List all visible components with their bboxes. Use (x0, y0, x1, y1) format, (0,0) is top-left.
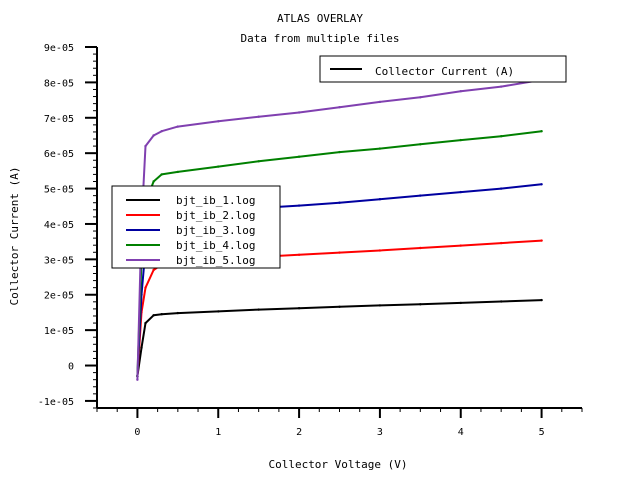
legend-label-3: bjt_ib_3.log (176, 224, 255, 237)
legend-label-1: bjt_ib_1.log (176, 194, 255, 207)
series-1-point (257, 308, 260, 311)
series-5-point (160, 130, 163, 133)
series-4-point (152, 180, 155, 183)
series-2-point (459, 244, 462, 247)
x-axis-label: Collector Voltage (V) (268, 458, 407, 471)
series-1-point (140, 346, 143, 349)
x-tick-label: 2 (296, 427, 302, 438)
x-tick-label: 0 (134, 427, 140, 438)
legend-top: Collector Current (A) (319, 55, 567, 83)
chart-subtitle: Data from multiple files (241, 32, 400, 45)
series-4-point (297, 155, 301, 158)
y-tick-label: 6e-05 (44, 149, 74, 160)
series-3-point (419, 194, 422, 197)
series-5-point (419, 96, 422, 99)
series-2-point (338, 251, 341, 254)
legend-top-label: Collector Current (A) (375, 65, 514, 78)
series-2-point (378, 249, 382, 252)
series-5-point (297, 111, 301, 114)
series-2-point (419, 246, 422, 250)
series-1-point (540, 298, 543, 302)
series-4-point (217, 165, 220, 168)
series-5-point (152, 134, 155, 137)
series-3-point (459, 190, 462, 194)
series-2-point (540, 239, 543, 242)
series-2-point (297, 253, 301, 256)
x-tick-label: 1 (215, 427, 221, 438)
series-5-point (257, 115, 260, 118)
series-2-point (144, 286, 147, 289)
series-4-point (540, 130, 543, 133)
x-tick-label: 5 (539, 427, 545, 438)
series-4-point (338, 150, 341, 154)
series-1-point (419, 303, 422, 306)
series-4-point (257, 160, 260, 163)
series-1-point (459, 301, 462, 305)
series-3-point (500, 187, 503, 190)
series-3-point (378, 198, 382, 201)
series-1-point (152, 314, 155, 317)
series-4-point (160, 173, 163, 176)
legend-label-5: bjt_ib_5.log (176, 254, 255, 267)
chart-title: ATLAS OVERLAY (277, 12, 363, 25)
y-tick-label: -1e-05 (38, 397, 74, 408)
y-tick-label: 9e-05 (44, 43, 74, 54)
series-1-point (160, 313, 163, 316)
series-3-point (297, 204, 301, 207)
legend-label-2: bjt_ib_2.log (176, 209, 255, 222)
series-1-point (338, 305, 341, 308)
series-4-point (176, 170, 179, 174)
series-3-point (338, 201, 341, 204)
series-4-point (378, 147, 382, 150)
y-axis-label: Collector Current (A) (8, 166, 21, 305)
series-4-point (459, 138, 462, 142)
series-5-point (176, 125, 179, 128)
series-1-point (144, 321, 147, 325)
series-5-point (217, 120, 220, 123)
series-5-point (144, 144, 147, 148)
series-5-point (500, 85, 503, 88)
x-tick-label: 4 (458, 427, 464, 438)
y-tick-label: 5e-05 (44, 185, 74, 196)
series-4-point (419, 143, 422, 146)
series-1-point (500, 300, 503, 303)
y-tick-label: 2e-05 (44, 291, 74, 302)
series-2-point (500, 241, 503, 245)
y-tick-label: 3e-05 (44, 255, 74, 266)
series-1-point (378, 304, 382, 307)
y-tick-label: 1e-05 (44, 326, 74, 337)
y-tick-label: 0 (68, 362, 74, 373)
series-5-point (378, 100, 382, 104)
y-tick-label: 7e-05 (44, 114, 74, 125)
series-1-point (217, 310, 220, 313)
series-layer (136, 78, 543, 381)
series-5-point (136, 378, 139, 381)
series-5-point (338, 106, 341, 109)
legend: bjt_ib_1.log bjt_ib_2.log bjt_ib_3.log bjt_… (111, 185, 281, 269)
x-tick-label: 3 (377, 427, 383, 438)
series-4-point (500, 135, 503, 138)
axes: -1e-05 0 1e-05 2e-05 3e-05 4e-05 5e-05 6e-05 7e-… (38, 43, 583, 438)
y-tick-label: 8e-05 (44, 78, 74, 89)
legend-label-4: bjt_ib_4.log (176, 239, 255, 252)
series-2-point (152, 268, 155, 272)
series-1-point (176, 311, 179, 315)
series-5-point (459, 90, 462, 93)
y-tick-label: 4e-05 (44, 220, 74, 231)
series-3-point (540, 183, 543, 186)
series-1-point (297, 307, 301, 310)
